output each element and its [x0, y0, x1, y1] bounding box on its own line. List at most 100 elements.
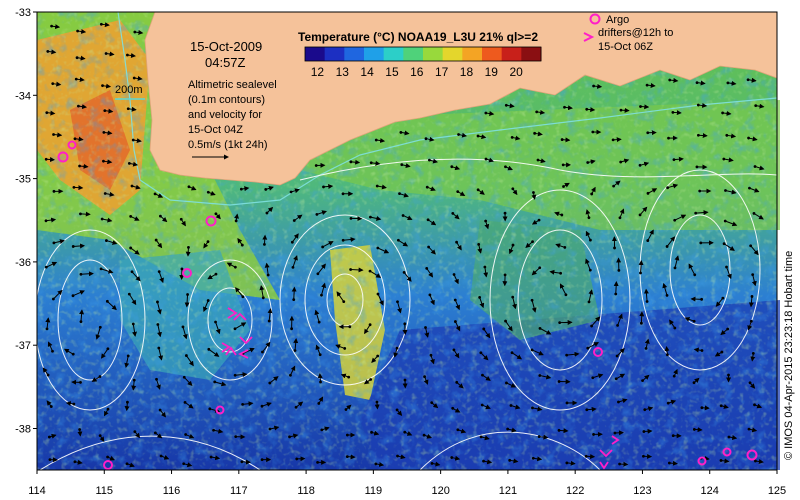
velocity-arrow: [46, 157, 56, 163]
velocity-arrow: [452, 213, 460, 220]
velocity-arrow: [214, 381, 227, 387]
velocity-arrow: [266, 206, 274, 214]
velocity-arrow: [525, 241, 533, 248]
velocity-arrow: [506, 382, 517, 388]
velocity-arrow: [321, 282, 327, 296]
velocity-arrow: [566, 460, 576, 466]
velocity-arrow: [593, 83, 603, 89]
colorbar-tick-label: 18: [460, 65, 474, 79]
velocity-arrow: [451, 165, 461, 171]
velocity-arrow: [587, 159, 596, 165]
velocity-arrow: [453, 274, 459, 285]
velocity-arrow-base: [725, 133, 729, 137]
velocity-arrow: [725, 220, 738, 227]
velocity-arrow: [241, 186, 250, 192]
velocity-arrow: [750, 245, 759, 256]
velocity-arrow: [534, 131, 543, 137]
colorbar-frame: [304, 46, 542, 62]
longitude-tick-label: 117: [230, 485, 248, 497]
velocity-arrow: [77, 55, 86, 61]
velocity-arrow: [674, 214, 687, 221]
isobath-legend-label: 200m: [115, 84, 143, 96]
velocity-arrow: [156, 379, 161, 390]
velocity-arrow: [210, 455, 221, 461]
velocity-arrow: [720, 328, 729, 336]
velocity-arrow: [377, 184, 387, 190]
longitude-tick-label: 122: [566, 485, 584, 497]
drifter-chevron: [599, 449, 613, 458]
velocity-arrow-base: [746, 78, 750, 82]
latitude-tick-label: -36: [15, 257, 31, 269]
velocity-arrow: [46, 400, 52, 407]
velocity-arrow: [289, 365, 296, 376]
velocity-arrow: [531, 267, 541, 276]
velocity-arrow: [156, 301, 162, 315]
velocity-arrow: [531, 192, 537, 200]
velocity-arrow: [49, 433, 57, 439]
velocity-arrow: [398, 239, 409, 247]
velocity-arrow-base: [613, 431, 617, 435]
velocity-arrow: [479, 297, 485, 309]
velocity-arrow: [591, 316, 601, 327]
longitude-axis: 114 115 116 117 118 119 120 121 122 123 124 125: [28, 470, 786, 497]
longitude-tick-label: 125: [768, 485, 786, 497]
velocity-arrow-base: [533, 131, 537, 135]
velocity-arrow: [91, 376, 101, 382]
velocity-arrow: [480, 352, 489, 361]
velocity-arrow: [374, 402, 380, 410]
velocity-arrow: [235, 372, 248, 378]
velocity-arrow: [662, 282, 668, 296]
velocity-arrow-base: [565, 401, 569, 405]
velocity-arrow: [295, 401, 304, 408]
velocity-arrow: [531, 300, 537, 313]
velocity-arrow: [592, 373, 604, 379]
velocity-arrow: [131, 184, 141, 190]
longitude-tick-label: 120: [431, 485, 449, 497]
velocity-arrow-base: [538, 374, 542, 377]
velocity-arrow-base: [719, 459, 723, 462]
latitude-axis: -33 -34 -35 -36 -37 -38: [15, 7, 37, 436]
velocity-arrow: [549, 269, 561, 275]
velocity-arrow-base: [46, 50, 50, 53]
velocity-arrow: [644, 338, 650, 349]
velocity-arrow: [483, 459, 493, 465]
velocity-arrow: [371, 355, 379, 363]
velocity-arrow: [264, 262, 270, 276]
velocity-arrow: [728, 435, 738, 440]
velocity-arrow: [73, 243, 86, 249]
velocity-arrow: [340, 373, 349, 379]
velocity-arrow: [321, 426, 330, 432]
velocity-arrow: [425, 136, 435, 142]
velocity-arrow: [431, 461, 441, 467]
velocity-arrow: [65, 401, 74, 407]
velocity-arrow: [42, 367, 49, 376]
velocity-arrow-base: [672, 158, 676, 162]
velocity-arrow: [477, 134, 487, 140]
velocity-arrow: [430, 355, 435, 365]
velocity-arrow: [693, 347, 703, 353]
credit-text: © IMOS 04-Apr-2015 23:23:18 Hobart time: [783, 251, 795, 460]
velocity-arrow-base: [239, 187, 243, 191]
velocity-arrow: [673, 156, 684, 162]
colorbar-tick-label: 16: [410, 65, 424, 79]
velocity-arrow: [721, 404, 729, 409]
velocity-arrow: [226, 262, 236, 268]
velocity-arrow-base: [694, 211, 698, 215]
drifter-chevron: [611, 435, 620, 445]
velocity-arrow: [669, 77, 679, 83]
argo-float: [593, 347, 603, 357]
velocity-arrow-base: [645, 83, 649, 87]
velocity-arrow: [397, 301, 402, 314]
velocity-arrow: [424, 327, 430, 338]
drifter-chevron: [237, 349, 249, 359]
velocity-arrow: [585, 209, 591, 218]
velocity-arrow: [485, 111, 495, 117]
longitude-tick-label: 121: [499, 485, 517, 497]
velocity-arrow-base: [126, 53, 129, 57]
velocity-arrow: [616, 348, 625, 357]
velocity-arrow: [131, 271, 141, 282]
velocity-arrow: [427, 219, 437, 226]
velocity-arrow-base: [673, 266, 677, 270]
velocity-arrow-base: [667, 136, 670, 140]
latitude-tick-label: -38: [15, 424, 31, 436]
